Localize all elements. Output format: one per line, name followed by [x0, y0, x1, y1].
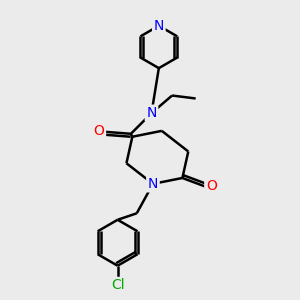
Text: Cl: Cl — [111, 278, 124, 292]
Text: N: N — [146, 106, 157, 120]
Text: O: O — [94, 124, 104, 138]
Text: N: N — [148, 177, 158, 191]
Text: N: N — [154, 19, 164, 33]
Text: O: O — [206, 179, 217, 193]
